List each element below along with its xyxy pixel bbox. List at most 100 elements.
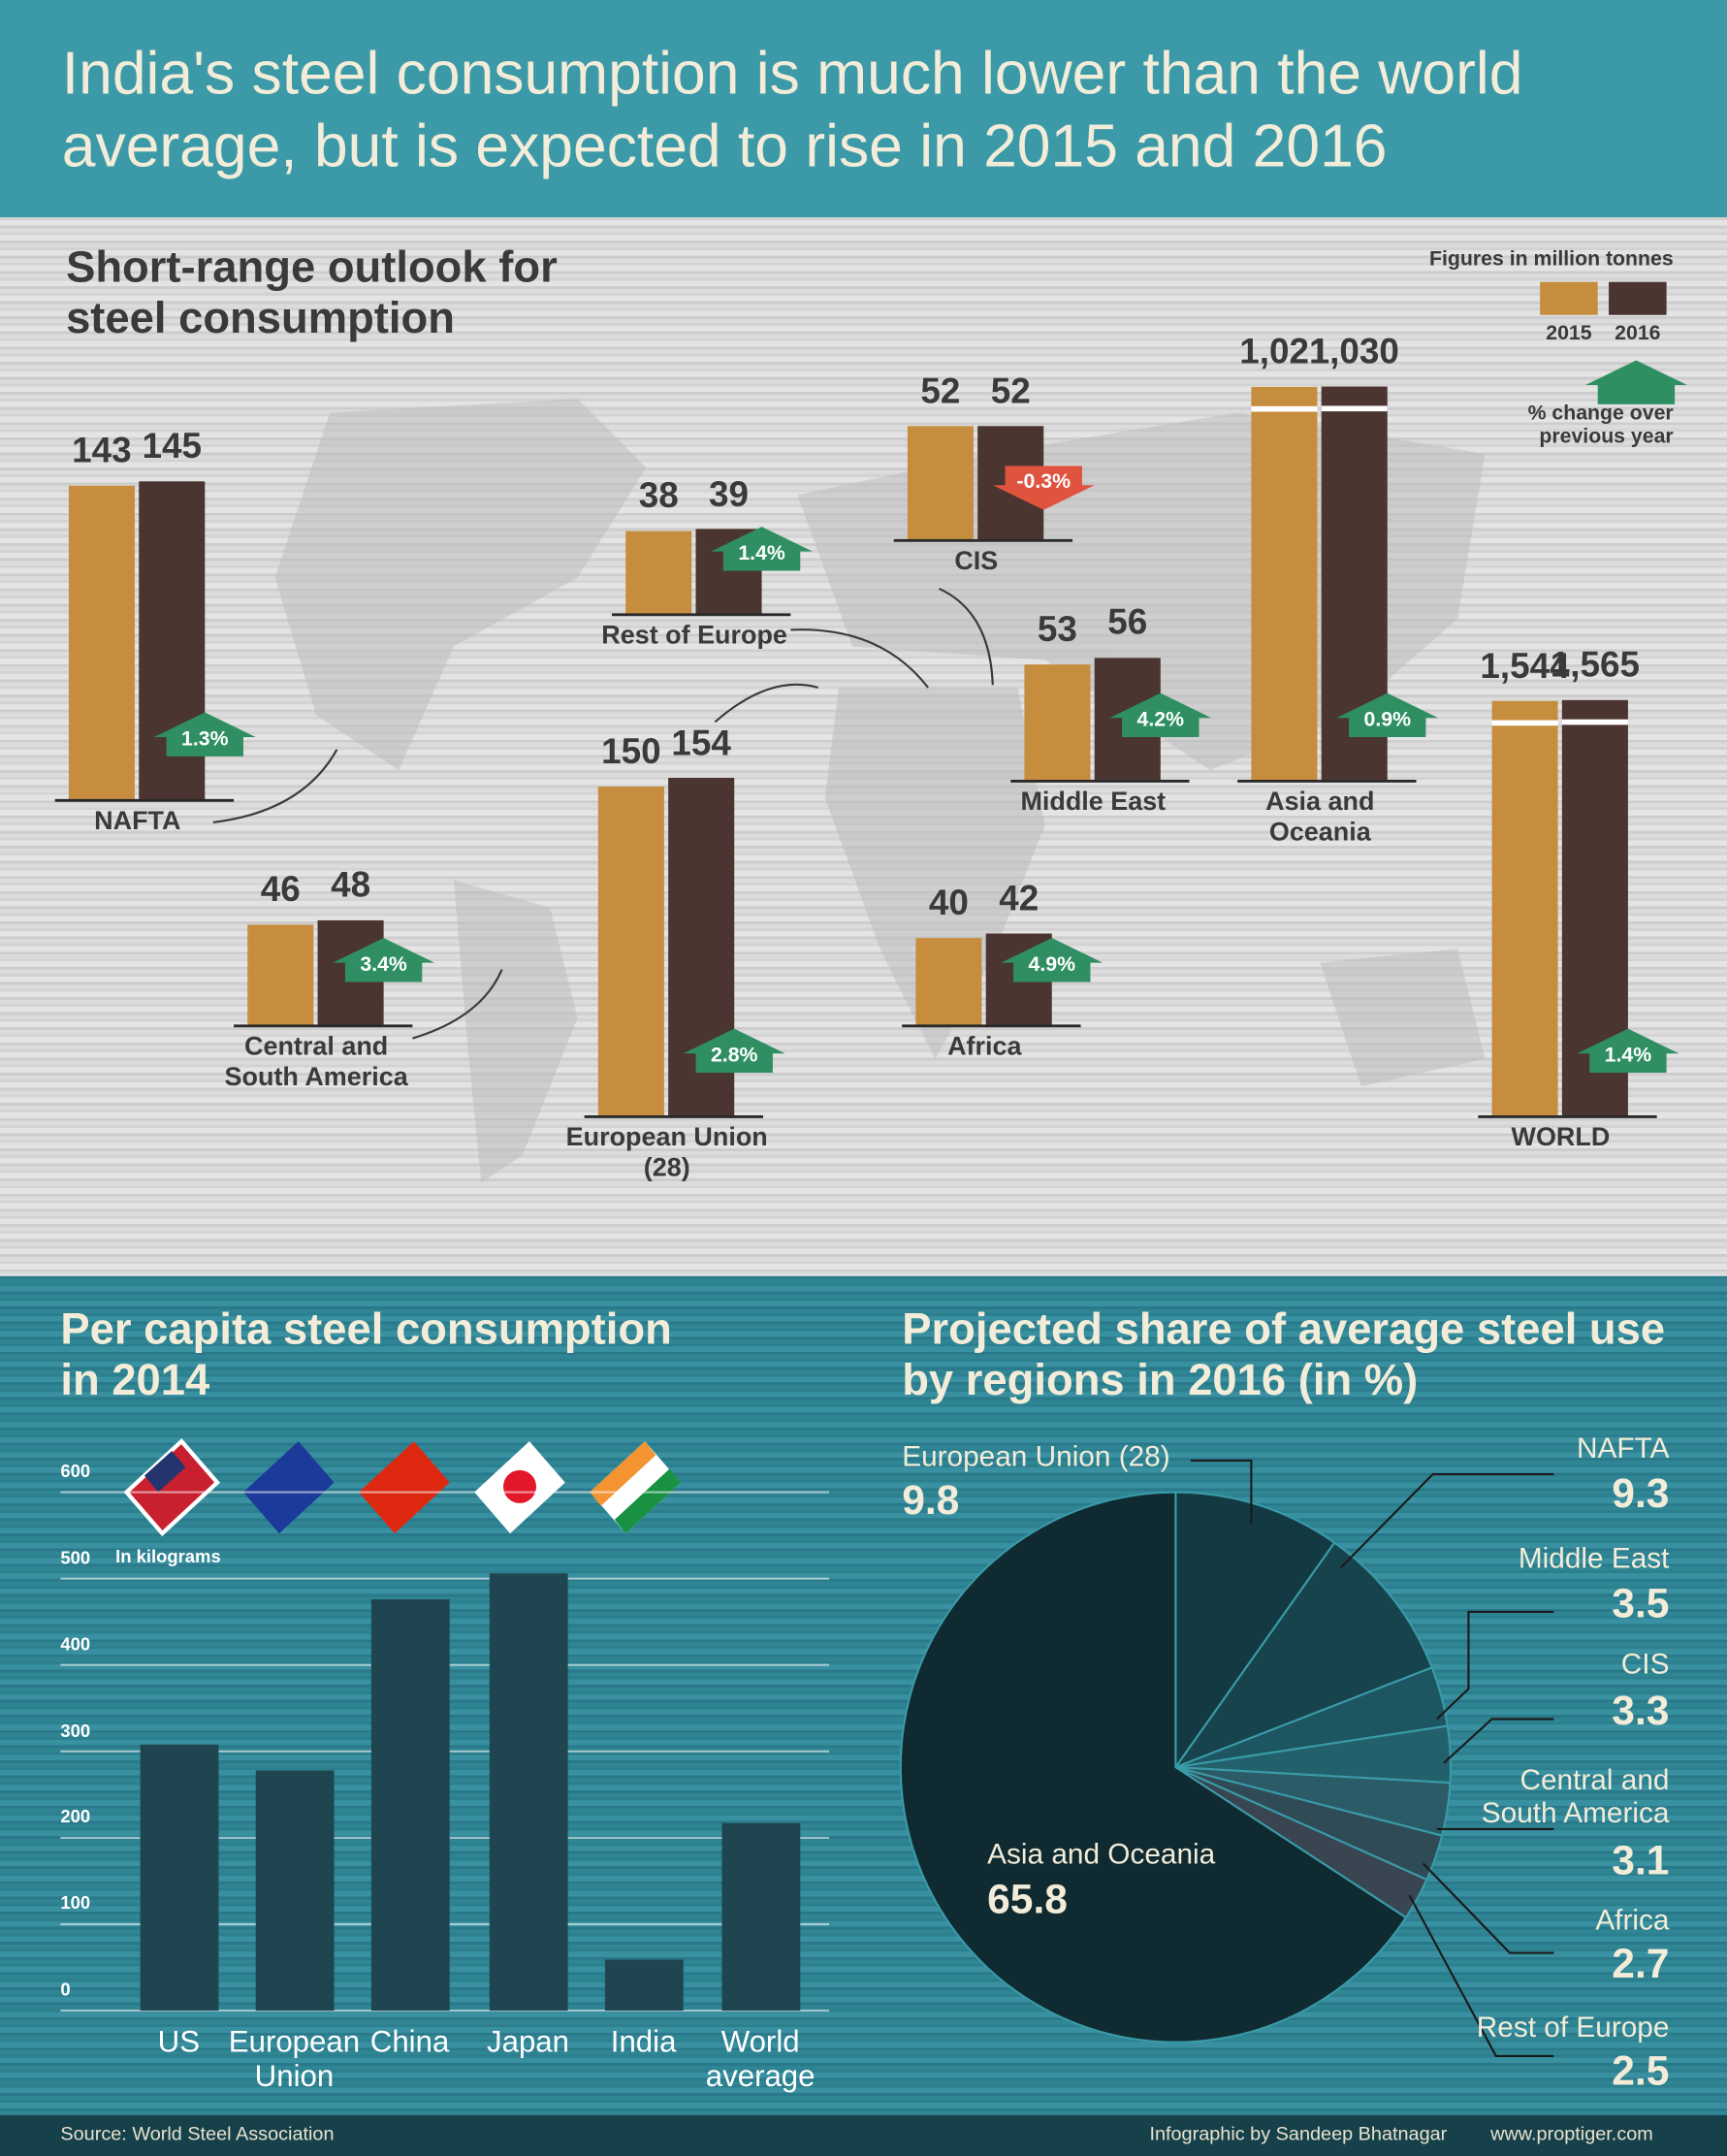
value-label: 52 (990, 370, 1031, 411)
page-title: India's steel consumption is much lower … (61, 40, 1523, 180)
leader-line (1339, 1473, 1554, 1569)
slice-value: 3.1 (1612, 1838, 1670, 1884)
slice-label: CIS (1620, 1649, 1670, 1681)
value-label: 145 (142, 425, 203, 467)
x-tick-label: World average (705, 2024, 816, 2094)
bar-break (1561, 719, 1628, 725)
unit-label: In kilograms (115, 1545, 221, 1567)
value-label: 39 (709, 472, 750, 514)
y-tick-label: 300 (60, 1720, 91, 1741)
bar-break (1321, 405, 1388, 412)
bar (1024, 664, 1091, 782)
category-label: Rest of Europe (601, 621, 787, 651)
continent (274, 399, 647, 771)
slice-label: Africa (1595, 1904, 1670, 1937)
bar (370, 1599, 450, 2011)
value-label: 56 (1107, 601, 1148, 643)
value-label: 1,544 (1480, 644, 1570, 687)
chart-title: Per capita steel consumption in 2014 (60, 1303, 672, 1404)
slice-label: Rest of Europe (1476, 2011, 1670, 2044)
continent (824, 688, 1045, 1059)
change-arrow (333, 938, 435, 982)
chart-title: Projected share of average steel use by … (902, 1303, 1666, 1404)
change-label: 4.2% (1137, 708, 1185, 731)
pointer (212, 749, 338, 824)
legend-label: 2015 (1546, 321, 1592, 345)
value-label: 143 (72, 429, 132, 471)
footer-source: Source: World Steel Association (60, 2121, 335, 2144)
value-label: 52 (920, 370, 961, 411)
bar (597, 787, 664, 1117)
bar (1251, 386, 1318, 782)
pie-slice (1174, 1491, 1336, 1771)
category-label: Central and South America (224, 1032, 408, 1092)
change-arrow (1577, 1028, 1679, 1074)
pie-slice (1172, 1541, 1434, 1770)
slice-value: 65.8 (987, 1877, 1068, 1923)
bar (907, 426, 974, 541)
x-tick-label: European Union (228, 2024, 361, 2094)
leader-line (1422, 1862, 1554, 1954)
value-label: 42 (999, 877, 1039, 918)
pointer-arrows (212, 587, 994, 1040)
y-tick-label: 600 (60, 1460, 91, 1482)
change-label: 0.9% (1364, 708, 1412, 731)
continent (1320, 949, 1486, 1087)
slice-label: Asia and Oceania (987, 1838, 1216, 1871)
bar (625, 531, 692, 615)
category-label: WORLD (1511, 1123, 1611, 1153)
value-label: 40 (928, 881, 969, 923)
flag-india-green (614, 1468, 681, 1534)
continent (453, 880, 578, 1183)
bar (604, 1959, 684, 2011)
slice-label: NAFTA (1577, 1432, 1670, 1465)
change-label: 1.4% (1605, 1044, 1652, 1067)
slice-label: Middle East (1518, 1542, 1670, 1575)
x-tick-label: Japan (486, 2024, 570, 2059)
change-label: 2.8% (711, 1044, 758, 1067)
value-label: 1,021 (1239, 330, 1329, 372)
pie-slice (899, 1491, 1408, 2043)
slice-label: European Union (28) (902, 1441, 1170, 1473)
change-label: 3.4% (360, 952, 407, 976)
flag-china (359, 1441, 450, 1534)
flag-us (123, 1438, 221, 1537)
change-arrow (711, 527, 814, 571)
flag-us-canton (144, 1450, 186, 1493)
bar (140, 1744, 219, 2011)
legend-note: Figures in million tonnes (1428, 247, 1674, 272)
bar-break (1491, 720, 1558, 726)
slice-value: 2.5 (1612, 2048, 1670, 2095)
pointer (412, 969, 503, 1040)
legend-label: % change over previous year (1527, 402, 1674, 449)
y-tick-label: 100 (60, 1892, 91, 1914)
leader-line (1443, 1718, 1554, 1764)
value-label: 46 (260, 868, 301, 910)
category-label: Middle East (1020, 788, 1167, 818)
pointer (714, 683, 819, 724)
leader-line (1190, 1459, 1253, 1525)
y-tick-label: 400 (60, 1633, 91, 1655)
bar (247, 924, 314, 1026)
x-tick-label: India (610, 2024, 677, 2059)
value-label: 48 (331, 863, 371, 906)
change-arrow (1001, 938, 1103, 982)
pointer (790, 628, 929, 689)
change-label: 4.9% (1029, 952, 1076, 976)
category-label: Asia and Oceania (1265, 788, 1375, 848)
leader-line (1408, 1894, 1554, 2057)
slice-value: 3.3 (1612, 1689, 1670, 1735)
y-tick-label: 200 (60, 1806, 91, 1827)
value-label: 53 (1037, 608, 1077, 650)
legend-marker (1584, 360, 1687, 404)
value-label: 150 (601, 729, 661, 772)
y-tick-label: 0 (60, 1979, 71, 2000)
change-arrow (1336, 692, 1439, 738)
chart-title: Short-range outlook for steel consumptio… (66, 241, 558, 342)
change-label: 1.3% (181, 727, 229, 751)
legend-label: 2016 (1615, 321, 1661, 345)
flag-japan-disc (502, 1469, 537, 1503)
change-label: 1.4% (738, 541, 785, 564)
